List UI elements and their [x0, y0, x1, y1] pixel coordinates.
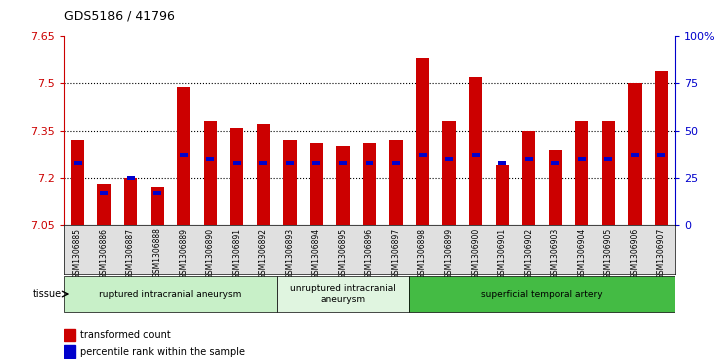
Bar [177, 87, 191, 225]
Text: GSM1306892: GSM1306892 [259, 228, 268, 278]
Bar [180, 153, 188, 157]
Bar [443, 121, 456, 225]
Text: ruptured intracranial aneurysm: ruptured intracranial aneurysm [99, 290, 241, 298]
Bar [604, 157, 613, 161]
Text: GSM1306904: GSM1306904 [578, 228, 586, 279]
Text: GSM1306896: GSM1306896 [365, 228, 374, 279]
Text: unruptured intracranial
aneurysm: unruptured intracranial aneurysm [290, 284, 396, 304]
Bar [366, 161, 373, 165]
Bar [100, 191, 108, 195]
Bar [286, 161, 294, 165]
Bar [97, 184, 111, 225]
Bar [496, 165, 509, 225]
Text: GSM1306890: GSM1306890 [206, 228, 215, 279]
Bar [154, 191, 161, 195]
Bar [203, 121, 217, 225]
Bar [124, 178, 137, 225]
Bar [416, 58, 429, 225]
Bar [283, 140, 296, 225]
Bar [233, 161, 241, 165]
Text: GSM1306897: GSM1306897 [391, 228, 401, 279]
Bar [339, 161, 347, 165]
Bar [363, 143, 376, 225]
Text: GSM1306895: GSM1306895 [338, 228, 348, 279]
Bar [578, 157, 585, 161]
Bar [71, 140, 84, 225]
FancyBboxPatch shape [409, 276, 675, 312]
FancyBboxPatch shape [64, 276, 276, 312]
Bar [230, 127, 243, 225]
Text: GSM1306907: GSM1306907 [657, 228, 666, 279]
Bar [257, 125, 270, 225]
Text: GSM1306888: GSM1306888 [153, 228, 161, 278]
Bar [418, 153, 426, 157]
Text: GSM1306901: GSM1306901 [498, 228, 507, 279]
Text: GSM1306886: GSM1306886 [99, 228, 109, 278]
Bar [64, 329, 75, 341]
Text: tissue: tissue [32, 289, 61, 299]
Bar [498, 161, 506, 165]
Bar [259, 161, 267, 165]
Text: GDS5186 / 41796: GDS5186 / 41796 [64, 9, 175, 22]
Text: transformed count: transformed count [79, 330, 171, 340]
Text: GSM1306894: GSM1306894 [312, 228, 321, 279]
Bar [336, 146, 350, 225]
Text: superficial temporal artery: superficial temporal artery [481, 290, 603, 298]
Bar [522, 131, 536, 225]
Text: GSM1306885: GSM1306885 [73, 228, 82, 278]
FancyBboxPatch shape [276, 276, 409, 312]
Text: GSM1306906: GSM1306906 [630, 228, 640, 279]
Bar [389, 140, 403, 225]
Bar [126, 176, 135, 180]
Text: GSM1306893: GSM1306893 [286, 228, 294, 279]
Bar [74, 161, 81, 165]
Bar [602, 121, 615, 225]
Bar [313, 161, 321, 165]
Text: GSM1306898: GSM1306898 [418, 228, 427, 278]
Bar [628, 83, 642, 225]
Text: GSM1306900: GSM1306900 [471, 228, 480, 279]
Bar [64, 345, 75, 358]
Bar [392, 161, 400, 165]
Text: GSM1306905: GSM1306905 [604, 228, 613, 279]
Bar [575, 121, 588, 225]
Bar [310, 143, 323, 225]
Bar [631, 153, 639, 157]
Text: percentile rank within the sample: percentile rank within the sample [79, 347, 245, 356]
Bar [151, 187, 164, 225]
Bar [551, 161, 559, 165]
Bar [206, 157, 214, 161]
Text: GSM1306887: GSM1306887 [126, 228, 135, 278]
Text: GSM1306889: GSM1306889 [179, 228, 188, 278]
Bar [472, 153, 480, 157]
Bar [445, 157, 453, 161]
Text: GSM1306902: GSM1306902 [524, 228, 533, 279]
Bar [469, 77, 482, 225]
Bar [548, 150, 562, 225]
Bar [655, 71, 668, 225]
Bar [525, 157, 533, 161]
Text: GSM1306899: GSM1306899 [445, 228, 453, 279]
Text: GSM1306903: GSM1306903 [550, 228, 560, 279]
Text: GSM1306891: GSM1306891 [232, 228, 241, 278]
Bar [658, 153, 665, 157]
